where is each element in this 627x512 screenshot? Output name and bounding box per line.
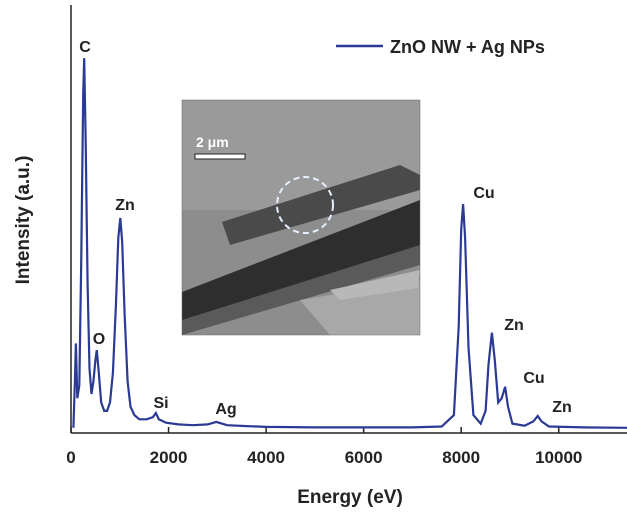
x-tick-label: 2000 — [150, 448, 188, 467]
peak-label: Cu — [473, 185, 494, 202]
peak-label: Ag — [215, 401, 236, 418]
inset-frame — [181, 99, 421, 336]
peak-label: Zn — [504, 317, 524, 334]
peak-label: Cu — [523, 370, 544, 387]
x-tick-label: 4000 — [247, 448, 285, 467]
peak-label: Zn — [552, 399, 572, 416]
peak-label: O — [93, 331, 105, 348]
x-axis-label: Energy (eV) — [297, 487, 403, 508]
x-tick-label: 0 — [66, 448, 75, 467]
spectrum-line — [72, 58, 627, 429]
inset-scale-label: 2 μm — [196, 134, 229, 150]
peak-label: Zn — [115, 197, 135, 214]
peak-label: Si — [153, 395, 168, 412]
x-tick-label: 6000 — [345, 448, 383, 467]
peak-label: C — [79, 39, 91, 56]
x-tick-label: 8000 — [442, 448, 480, 467]
y-axis-label: Intensity (a.u.) — [13, 156, 34, 285]
inset-image: 2 μm — [182, 100, 420, 335]
legend-label: ZnO NW + Ag NPs — [390, 37, 545, 57]
x-tick-label: 10000 — [535, 448, 582, 467]
